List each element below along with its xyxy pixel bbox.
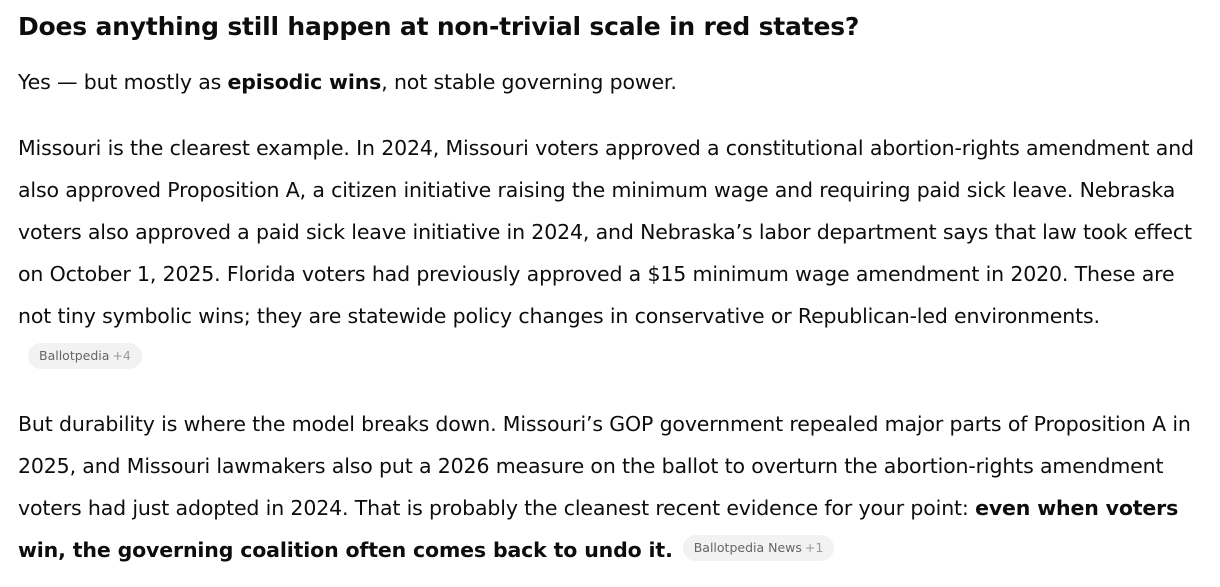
citation-more-count: +4 — [112, 348, 131, 363]
response-content: Does anything still happen at non-trivia… — [18, 12, 1208, 571]
paragraph-2-emphasis: even when voters win, the governing coal… — [18, 496, 1179, 562]
section-heading: Does anything still happen at non-trivia… — [18, 12, 860, 41]
lead-sentence: Yes — but mostly as episodic wins, not s… — [18, 61, 1208, 103]
paragraph-durability: But durability is where the model breaks… — [18, 403, 1208, 571]
citation-more-count: +1 — [804, 540, 824, 555]
paragraph-1-text: Missouri is the clearest example. In 202… — [18, 136, 1194, 328]
citation-chip-ballotpedia[interactable]: Ballotpedia +4 — [28, 343, 142, 369]
paragraph-missouri-example: Missouri is the clearest example. In 202… — [18, 127, 1208, 379]
paragraph-2-text: But durability is where the model breaks… — [18, 412, 1191, 520]
citation-source: Ballotpedia News — [693, 540, 802, 555]
lead-prefix: Yes — but mostly as — [18, 70, 228, 94]
citation-chip-ballotpedia-news[interactable]: Ballotpedia News +1 — [682, 535, 835, 561]
lead-suffix: , not stable governing power. — [381, 70, 677, 94]
lead-emphasis: episodic wins — [227, 70, 382, 94]
citation-source: Ballotpedia — [39, 348, 110, 363]
